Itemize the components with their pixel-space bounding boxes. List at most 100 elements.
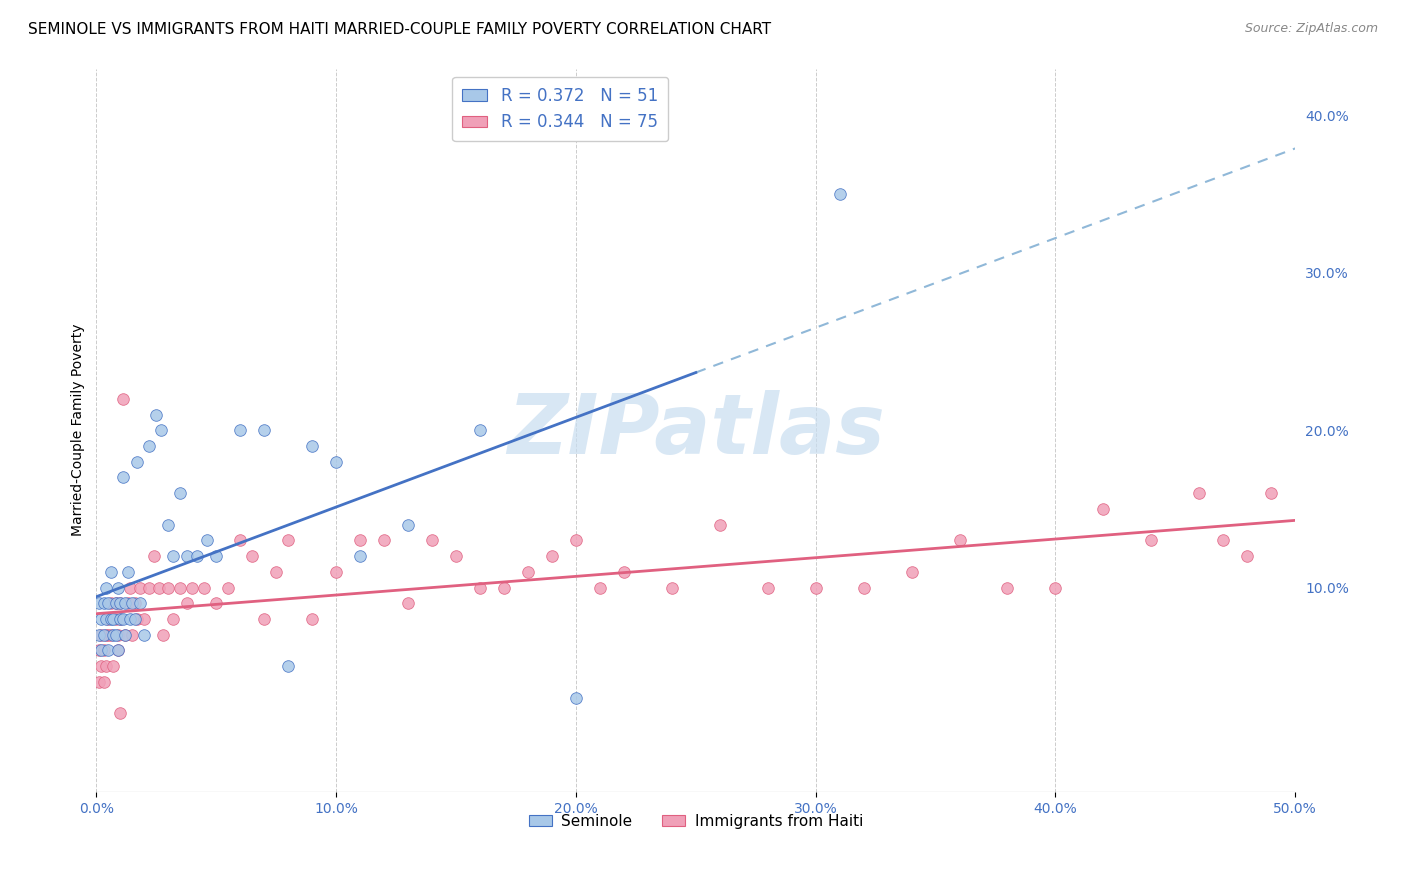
Point <box>121 628 143 642</box>
Point <box>349 549 371 563</box>
Point <box>111 470 134 484</box>
Point <box>1188 486 1211 500</box>
Point <box>162 549 184 563</box>
Point <box>828 187 851 202</box>
Point <box>852 581 875 595</box>
Point <box>93 674 115 689</box>
Point <box>127 612 149 626</box>
Legend: Seminole, Immigrants from Haiti: Seminole, Immigrants from Haiti <box>523 808 869 835</box>
Point <box>948 533 970 548</box>
Point <box>114 628 136 642</box>
Point <box>1260 486 1282 500</box>
Point <box>193 581 215 595</box>
Point <box>1212 533 1234 548</box>
Point <box>114 628 136 642</box>
Point <box>195 533 218 548</box>
Point <box>1140 533 1163 548</box>
Point <box>134 612 156 626</box>
Point <box>87 596 110 610</box>
Point <box>128 581 150 595</box>
Point <box>94 659 117 673</box>
Point <box>100 596 122 610</box>
Point <box>229 423 252 437</box>
Point <box>240 549 263 563</box>
Point <box>150 423 173 437</box>
Point <box>217 581 239 595</box>
Point <box>253 423 276 437</box>
Y-axis label: Married-Couple Family Poverty: Married-Couple Family Poverty <box>72 324 86 536</box>
Point <box>87 643 110 657</box>
Point <box>101 659 124 673</box>
Point <box>565 690 588 705</box>
Point <box>104 596 127 610</box>
Point <box>93 596 115 610</box>
Point <box>157 517 180 532</box>
Point <box>301 612 323 626</box>
Point <box>169 486 191 500</box>
Point <box>110 612 132 626</box>
Point <box>114 596 136 610</box>
Point <box>100 612 122 626</box>
Point <box>492 581 515 595</box>
Point <box>138 581 160 595</box>
Point <box>176 596 198 610</box>
Point <box>301 439 323 453</box>
Point <box>205 596 228 610</box>
Point <box>541 549 564 563</box>
Point <box>444 549 467 563</box>
Point <box>110 706 132 721</box>
Point <box>373 533 395 548</box>
Point <box>100 565 122 579</box>
Point <box>110 612 132 626</box>
Point <box>253 612 276 626</box>
Point <box>101 628 124 642</box>
Point <box>186 549 208 563</box>
Point <box>104 628 127 642</box>
Point <box>107 643 129 657</box>
Point <box>1236 549 1258 563</box>
Point <box>325 565 347 579</box>
Point <box>107 581 129 595</box>
Point <box>110 596 132 610</box>
Point <box>134 628 156 642</box>
Point <box>111 392 134 406</box>
Point <box>121 596 143 610</box>
Point <box>145 408 167 422</box>
Point <box>264 565 287 579</box>
Point <box>1045 581 1067 595</box>
Point <box>169 581 191 595</box>
Point <box>104 596 127 610</box>
Point <box>97 628 120 642</box>
Point <box>100 628 122 642</box>
Text: ZIPatlas: ZIPatlas <box>506 390 884 471</box>
Point <box>127 455 149 469</box>
Point <box>325 455 347 469</box>
Point <box>205 549 228 563</box>
Point <box>516 565 538 579</box>
Point <box>87 674 110 689</box>
Point <box>468 581 491 595</box>
Point <box>1092 501 1115 516</box>
Point <box>97 643 120 657</box>
Point <box>101 612 124 626</box>
Point <box>152 628 174 642</box>
Point <box>90 659 112 673</box>
Point <box>94 628 117 642</box>
Point <box>118 612 141 626</box>
Point <box>756 581 779 595</box>
Point <box>124 596 146 610</box>
Point <box>349 533 371 548</box>
Point <box>181 581 204 595</box>
Point <box>93 643 115 657</box>
Point <box>94 612 117 626</box>
Point <box>396 596 419 610</box>
Point <box>162 612 184 626</box>
Point <box>90 628 112 642</box>
Point <box>90 612 112 626</box>
Point <box>124 612 146 626</box>
Point <box>94 581 117 595</box>
Point <box>396 517 419 532</box>
Point <box>420 533 443 548</box>
Point <box>900 565 922 579</box>
Point <box>117 596 139 610</box>
